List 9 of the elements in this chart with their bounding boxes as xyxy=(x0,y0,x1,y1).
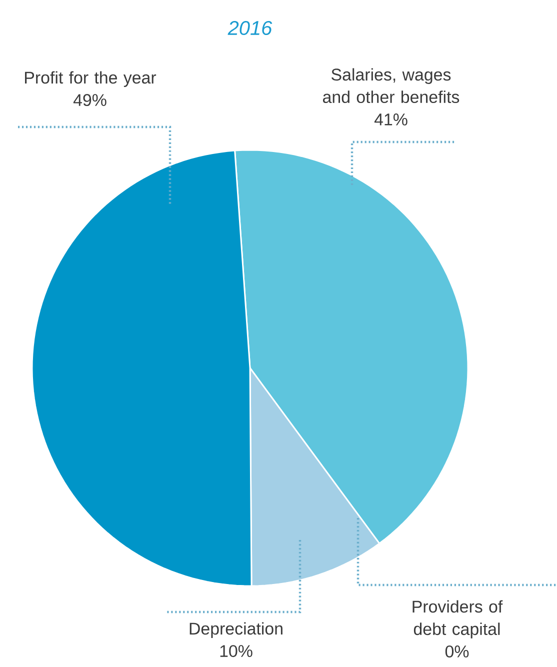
text: 0% xyxy=(445,645,469,658)
data-label: 49% xyxy=(73,94,106,106)
data-label: 10% xyxy=(220,645,252,658)
slice-label: Depreciation xyxy=(190,622,282,638)
chart-title: 2016 xyxy=(228,20,272,36)
slice-label: Profit for the year xyxy=(25,71,156,87)
slice-label: Salaries, wages and other benefits xyxy=(322,68,460,104)
category-label: Providers of debt capital xyxy=(412,600,503,638)
data-label: 41% xyxy=(374,114,408,126)
